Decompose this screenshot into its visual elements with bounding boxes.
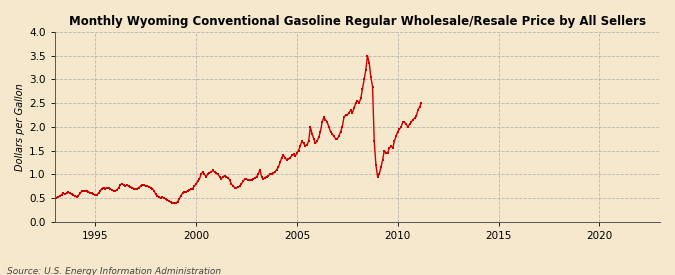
Y-axis label: Dollars per Gallon: Dollars per Gallon bbox=[15, 83, 25, 171]
Title: Monthly Wyoming Conventional Gasoline Regular Wholesale/Resale Price by All Sell: Monthly Wyoming Conventional Gasoline Re… bbox=[69, 15, 646, 28]
Text: Source: U.S. Energy Information Administration: Source: U.S. Energy Information Administ… bbox=[7, 267, 221, 275]
